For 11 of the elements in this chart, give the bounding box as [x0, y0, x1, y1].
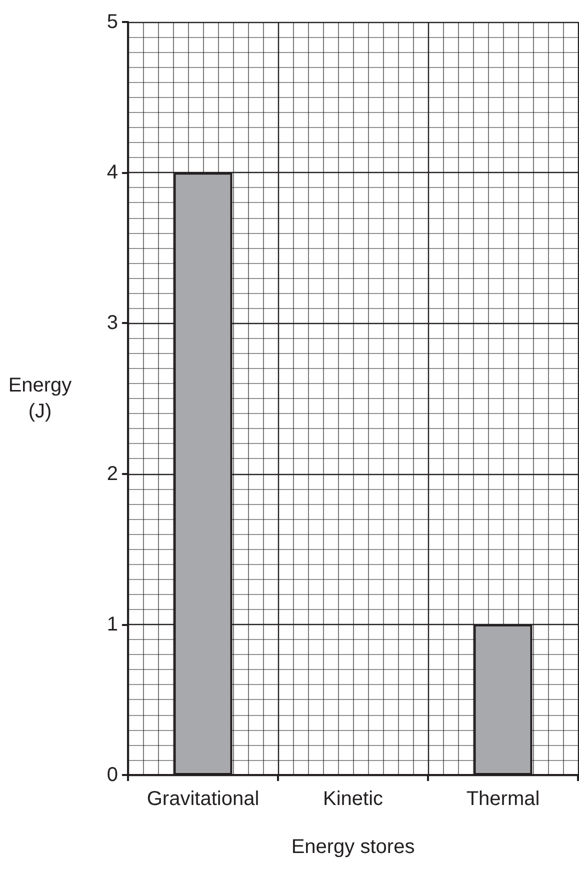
- y-tick-label: 4: [106, 162, 118, 184]
- x-tick-label: Thermal: [466, 788, 540, 810]
- y-tick-label: 5: [106, 11, 118, 33]
- x-tick-label: Gravitational: [146, 788, 260, 810]
- y-tick-label: 0: [106, 764, 118, 786]
- y-tick-label: 3: [106, 312, 118, 334]
- y-tick-label: 1: [106, 613, 118, 636]
- x-tick-label: Kinetic: [322, 788, 384, 810]
- y-axis-title: Energy (J): [8, 374, 72, 422]
- x-axis-title: Energy stores: [291, 836, 415, 858]
- y-tick-label: 2: [106, 462, 118, 485]
